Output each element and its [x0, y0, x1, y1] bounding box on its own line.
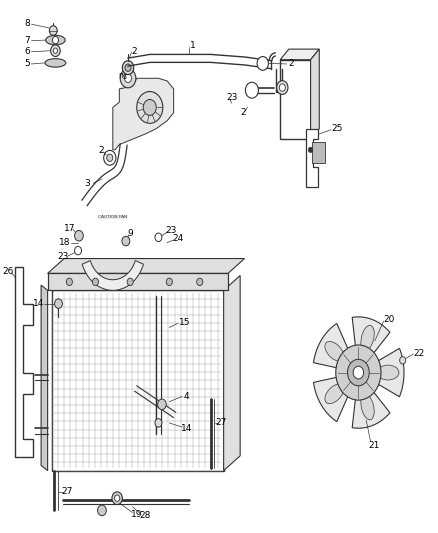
Text: 7: 7 — [25, 36, 30, 45]
Polygon shape — [352, 317, 390, 358]
Text: CAUTION FAN: CAUTION FAN — [98, 215, 127, 219]
Circle shape — [104, 150, 116, 165]
Text: 15: 15 — [179, 318, 190, 327]
Text: 2: 2 — [98, 147, 104, 156]
Ellipse shape — [45, 59, 66, 67]
Circle shape — [98, 505, 106, 516]
Bar — [48, 273, 228, 290]
Circle shape — [49, 26, 57, 35]
Circle shape — [143, 100, 156, 115]
Text: 5: 5 — [25, 59, 30, 68]
Circle shape — [127, 278, 133, 286]
Circle shape — [279, 84, 286, 91]
Circle shape — [66, 278, 72, 286]
Text: s: s — [123, 72, 127, 81]
Circle shape — [155, 419, 162, 427]
Text: 1: 1 — [191, 41, 196, 50]
Polygon shape — [224, 276, 240, 471]
Text: 24: 24 — [173, 235, 184, 244]
Circle shape — [308, 147, 313, 152]
Text: 23: 23 — [57, 253, 68, 262]
Text: 27: 27 — [216, 418, 227, 427]
Circle shape — [92, 278, 99, 286]
Circle shape — [125, 64, 131, 71]
Polygon shape — [314, 376, 350, 422]
Text: 3: 3 — [84, 179, 90, 188]
Bar — [312, 142, 325, 163]
Text: n: n — [118, 71, 123, 80]
Circle shape — [120, 69, 136, 88]
Circle shape — [166, 278, 173, 286]
Text: 14: 14 — [181, 424, 192, 433]
Circle shape — [197, 278, 203, 286]
Circle shape — [122, 61, 134, 75]
Text: 9: 9 — [127, 229, 133, 238]
Text: 26: 26 — [3, 268, 14, 276]
Polygon shape — [82, 261, 144, 290]
Text: 22: 22 — [413, 350, 425, 359]
Ellipse shape — [325, 342, 344, 361]
Polygon shape — [280, 49, 319, 60]
Text: 2: 2 — [240, 108, 246, 117]
Circle shape — [137, 92, 163, 123]
Text: 27: 27 — [61, 487, 73, 496]
Polygon shape — [373, 349, 404, 397]
Circle shape — [353, 366, 364, 379]
Circle shape — [257, 56, 268, 70]
Polygon shape — [306, 128, 318, 187]
Circle shape — [74, 230, 83, 241]
Polygon shape — [311, 49, 319, 139]
Text: 19: 19 — [131, 510, 142, 519]
Circle shape — [158, 399, 166, 410]
Text: 6: 6 — [25, 47, 30, 56]
Text: 20: 20 — [383, 315, 395, 324]
Circle shape — [53, 48, 58, 53]
Text: 2: 2 — [288, 59, 294, 68]
Circle shape — [115, 495, 120, 502]
Polygon shape — [15, 266, 33, 457]
Circle shape — [277, 80, 288, 94]
Text: 14: 14 — [33, 299, 45, 308]
Circle shape — [53, 36, 59, 44]
Circle shape — [155, 233, 162, 241]
Bar — [52, 290, 224, 471]
Text: 2: 2 — [132, 47, 138, 56]
Circle shape — [399, 357, 406, 364]
Circle shape — [124, 74, 131, 83]
Ellipse shape — [361, 394, 374, 420]
Circle shape — [107, 154, 113, 161]
Circle shape — [112, 492, 122, 505]
Ellipse shape — [325, 384, 344, 403]
Ellipse shape — [361, 325, 374, 351]
Text: 28: 28 — [140, 511, 151, 520]
Circle shape — [51, 45, 60, 56]
Polygon shape — [352, 387, 390, 428]
Text: 17: 17 — [64, 224, 75, 233]
Text: 23: 23 — [166, 226, 177, 235]
Bar — [280, 60, 311, 139]
Text: 8: 8 — [25, 19, 30, 28]
Polygon shape — [113, 78, 173, 150]
Text: 25: 25 — [331, 124, 343, 133]
Polygon shape — [314, 324, 350, 369]
Circle shape — [336, 345, 381, 400]
Circle shape — [74, 246, 81, 255]
Ellipse shape — [377, 365, 399, 380]
Circle shape — [55, 299, 62, 309]
Circle shape — [245, 82, 258, 98]
Text: 18: 18 — [59, 238, 71, 247]
Circle shape — [347, 359, 369, 386]
Text: 4: 4 — [184, 392, 190, 401]
Polygon shape — [48, 259, 244, 273]
Polygon shape — [41, 285, 48, 471]
Ellipse shape — [46, 35, 65, 45]
Text: 23: 23 — [226, 93, 238, 102]
Text: 21: 21 — [368, 441, 379, 450]
Circle shape — [122, 236, 130, 246]
